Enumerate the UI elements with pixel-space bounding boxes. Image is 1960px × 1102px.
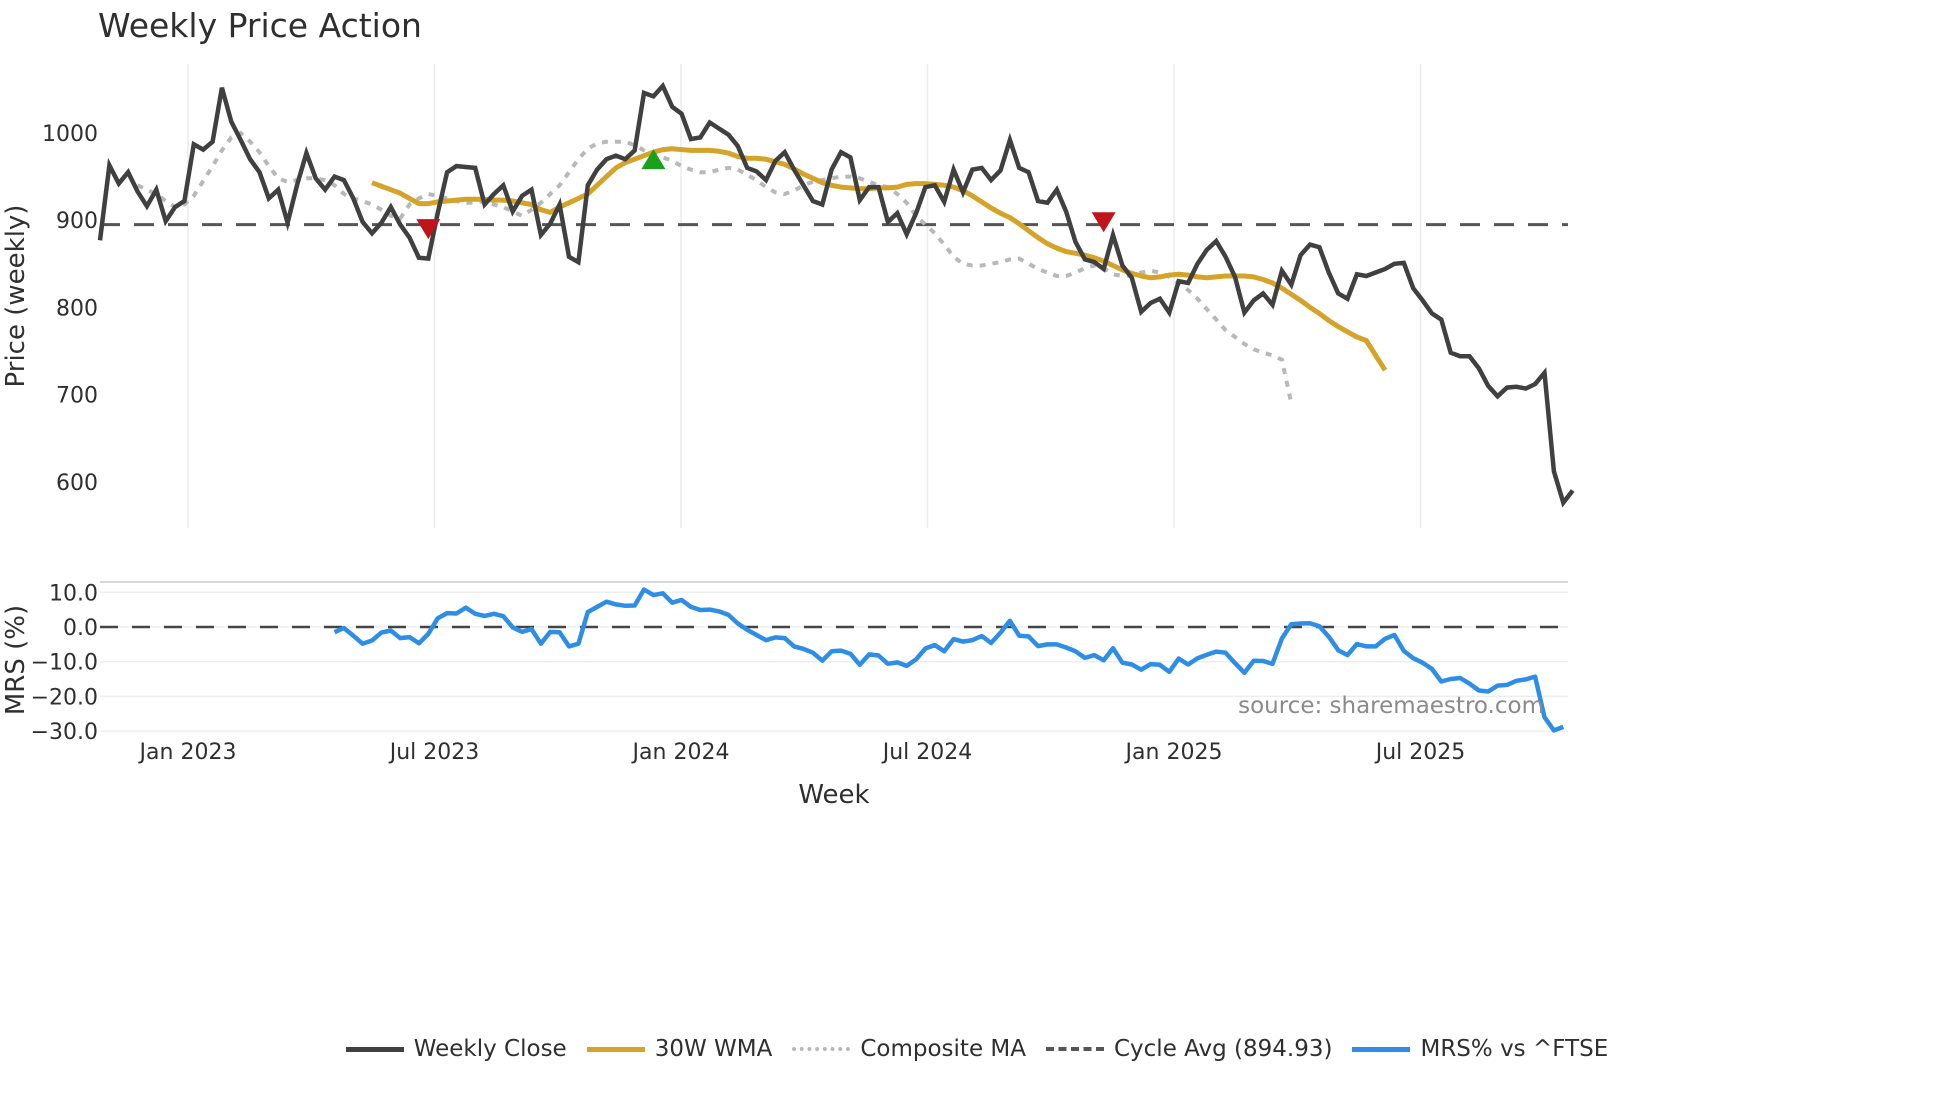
mrs-y-ticks: 10.0 0.0 −10.0 −20.0 −30.0 [31, 581, 98, 745]
composite-swatch-icon [792, 1047, 851, 1051]
mrs-tick-label: −20.0 [31, 685, 98, 710]
mrs-line [333, 587, 1565, 733]
legend: Weekly Close 30W WMA Composite MA Cycle … [0, 1036, 1960, 1062]
sell-signal-icon [416, 219, 441, 240]
legend-label: Cycle Avg (894.93) [1113, 1036, 1333, 1062]
price-tick-label: 700 [56, 384, 98, 409]
x-tick-label: Jan 2025 [1124, 740, 1223, 765]
x-tick-label: Jul 2024 [881, 740, 973, 765]
legend-item-mrs[interactable]: MRS% vs ^FTSE [1352, 1036, 1608, 1062]
buy-signal-icon [641, 149, 666, 170]
price-y-axis-title: Price (weekly) [1, 205, 31, 388]
mrs-y-axis-title: MRS (%) [1, 605, 31, 715]
x-tick-label: Jul 2025 [1374, 740, 1466, 765]
mrs-swatch-icon [1352, 1046, 1411, 1052]
price-y-ticks: 600 700 800 900 1000 [42, 122, 98, 496]
cycle-swatch-icon [1045, 1047, 1104, 1051]
weekly-close-line [97, 81, 1575, 508]
source-annotation: source: sharemaestro.com [1238, 693, 1544, 719]
price-tick-label: 800 [56, 296, 98, 321]
legend-label: 30W WMA [654, 1036, 773, 1062]
legend-label: Weekly Close [413, 1036, 567, 1062]
chart-title: Weekly Price Action [98, 6, 422, 45]
x-tick-label: Jan 2024 [631, 740, 730, 765]
x-tick-label: Jul 2023 [388, 740, 480, 765]
signal-markers [416, 149, 1116, 240]
legend-label: Composite MA [860, 1036, 1026, 1062]
legend-item-cycle-avg[interactable]: Cycle Avg (894.93) [1045, 1036, 1333, 1062]
legend-item-weekly-close[interactable]: Weekly Close [345, 1036, 567, 1062]
price-gridlines [187, 64, 1422, 528]
mrs-tick-label: 10.0 [49, 581, 98, 606]
legend-label: MRS% vs ^FTSE [1420, 1036, 1609, 1062]
sell-signal-icon [1091, 212, 1116, 233]
legend-item-composite-ma[interactable]: Composite MA [792, 1036, 1026, 1062]
price-tick-label: 1000 [42, 122, 98, 147]
legend-item-30w-wma[interactable]: 30W WMA [586, 1036, 773, 1062]
x-axis-title: Week [798, 780, 869, 810]
price-tick-label: 600 [56, 471, 98, 496]
x-axis-ticks: Jan 2023 Jul 2023 Jan 2024 Jul 2024 Jan 2025… [138, 740, 1466, 765]
price-tick-label: 900 [56, 209, 98, 234]
composite-ma-line [136, 130, 1294, 404]
mrs-tick-label: 0.0 [63, 616, 98, 641]
mrs-tick-label: −10.0 [31, 651, 98, 676]
x-tick-label: Jan 2023 [138, 740, 237, 765]
wma-swatch-icon [586, 1046, 645, 1052]
weekly-close-swatch-icon [345, 1046, 404, 1052]
mrs-tick-label: −30.0 [31, 720, 98, 745]
